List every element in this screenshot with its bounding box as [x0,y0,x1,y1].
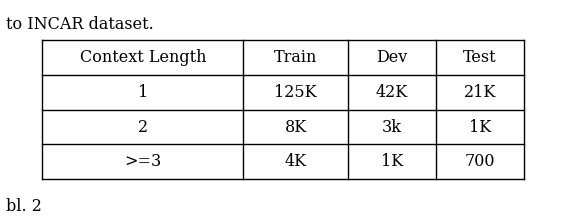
Text: Train: Train [274,49,318,66]
Text: 125K: 125K [275,84,317,101]
Text: to INCAR dataset.: to INCAR dataset. [6,16,153,33]
Text: 42K: 42K [376,84,408,101]
Text: 1K: 1K [469,119,491,136]
Text: Context Length: Context Length [80,49,206,66]
Text: 1K: 1K [381,153,403,170]
Text: 700: 700 [465,153,495,170]
Text: bl. 2: bl. 2 [6,198,41,215]
Text: 8K: 8K [285,119,307,136]
Text: Dev: Dev [376,49,408,66]
Text: 21K: 21K [464,84,496,101]
Text: 1: 1 [138,84,148,101]
Text: 3k: 3k [382,119,402,136]
Text: Test: Test [463,49,496,66]
Text: 2: 2 [138,119,148,136]
Text: 4K: 4K [285,153,307,170]
Text: >=3: >=3 [125,153,161,170]
